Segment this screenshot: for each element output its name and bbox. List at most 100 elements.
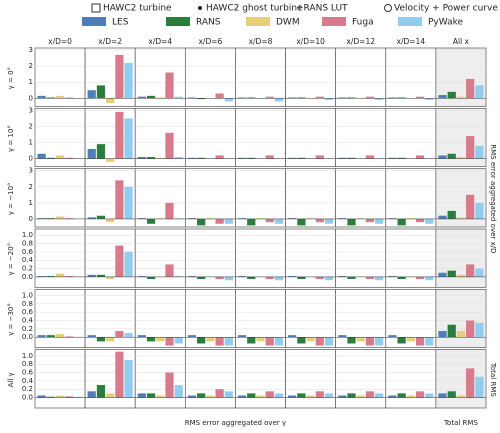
bar bbox=[297, 276, 306, 279]
bar bbox=[46, 97, 55, 99]
right-label: RMS error aggregated over x/D bbox=[489, 144, 497, 253]
bar bbox=[265, 218, 274, 223]
panel bbox=[285, 47, 337, 107]
bar bbox=[37, 153, 46, 159]
bar bbox=[456, 274, 466, 277]
bar bbox=[224, 276, 233, 281]
bar bbox=[156, 157, 165, 159]
legend-label: +RANS LUT bbox=[296, 4, 348, 14]
bar bbox=[388, 157, 397, 159]
bar bbox=[165, 132, 174, 159]
bottom-label: Total RMS bbox=[443, 419, 478, 427]
bar bbox=[297, 337, 306, 344]
row-label: All γ bbox=[7, 372, 15, 387]
y-tick-label: 1.0 bbox=[22, 231, 33, 239]
column-title: x/D=10 bbox=[296, 37, 325, 46]
legend-swatch bbox=[246, 17, 270, 26]
y-tick-label: 2 bbox=[29, 183, 33, 191]
legend-label: HAWC2 turbine bbox=[103, 4, 172, 14]
bar bbox=[475, 322, 484, 338]
bar bbox=[96, 144, 106, 159]
y-tick-label: 0.6 bbox=[22, 248, 34, 256]
bar bbox=[137, 96, 146, 99]
bar bbox=[137, 276, 146, 277]
panel bbox=[34, 349, 86, 409]
bar bbox=[247, 218, 256, 226]
bar bbox=[224, 391, 233, 398]
bar bbox=[415, 276, 425, 279]
bar bbox=[197, 157, 206, 159]
bar bbox=[306, 218, 315, 219]
bar bbox=[65, 276, 74, 277]
y-tick-label: 0.0 bbox=[22, 333, 33, 341]
bar bbox=[137, 393, 146, 398]
bar bbox=[347, 337, 356, 344]
bar bbox=[146, 95, 156, 99]
legend-swatch bbox=[166, 17, 190, 26]
bar bbox=[156, 218, 165, 219]
bar bbox=[406, 337, 415, 342]
y-tick-label: 3 bbox=[29, 106, 33, 114]
bar bbox=[365, 276, 375, 279]
y-tick-label: 0.6 bbox=[22, 308, 34, 316]
bar bbox=[137, 218, 146, 219]
bar bbox=[425, 276, 434, 281]
panel bbox=[184, 168, 236, 228]
panel bbox=[235, 47, 286, 107]
row-label: γ = 10° bbox=[7, 125, 15, 152]
bar bbox=[137, 157, 146, 159]
bar bbox=[165, 264, 174, 277]
bar bbox=[215, 218, 224, 224]
bar bbox=[388, 335, 397, 338]
legend-label: Velocity + Power curve bbox=[394, 4, 498, 14]
bar bbox=[375, 337, 384, 346]
bar bbox=[247, 276, 256, 279]
bar bbox=[187, 335, 197, 338]
bar bbox=[87, 391, 96, 398]
panel bbox=[184, 107, 236, 168]
bar bbox=[438, 393, 447, 398]
bar bbox=[115, 245, 124, 277]
bar bbox=[197, 98, 206, 100]
legend-symbol bbox=[384, 4, 392, 12]
bar bbox=[87, 90, 96, 99]
bar bbox=[375, 218, 384, 224]
bar bbox=[375, 98, 384, 100]
bar bbox=[197, 276, 206, 279]
bar bbox=[466, 78, 475, 99]
bar bbox=[375, 393, 384, 398]
bar bbox=[265, 337, 274, 346]
bar bbox=[247, 157, 256, 159]
bar bbox=[475, 202, 484, 219]
bar bbox=[146, 337, 156, 342]
y-tick-label: 2 bbox=[29, 122, 33, 130]
bar bbox=[365, 155, 375, 159]
panel bbox=[285, 168, 337, 228]
row-label: γ = 0° bbox=[7, 67, 15, 89]
y-tick-label: 0 bbox=[29, 215, 33, 223]
bar bbox=[365, 337, 375, 346]
bar bbox=[106, 158, 115, 162]
y-tick-label: 3 bbox=[29, 167, 33, 175]
bar bbox=[324, 276, 334, 281]
bar bbox=[115, 54, 124, 99]
y-tick-label: 0.8 bbox=[22, 360, 33, 368]
bar bbox=[315, 218, 324, 223]
bar bbox=[356, 337, 365, 342]
bar bbox=[415, 96, 425, 99]
bar bbox=[324, 218, 334, 224]
bar bbox=[247, 393, 256, 398]
bar bbox=[187, 276, 197, 277]
bar bbox=[347, 218, 356, 226]
bar bbox=[315, 276, 324, 279]
y-tick-label: 0.8 bbox=[22, 300, 33, 308]
bar bbox=[447, 391, 456, 398]
bar bbox=[215, 337, 224, 346]
bar bbox=[174, 385, 183, 398]
legend-label: HAWC2 ghost turbine bbox=[206, 4, 303, 14]
row-label: γ = −30° bbox=[7, 303, 15, 336]
bar bbox=[74, 396, 83, 398]
bar bbox=[65, 336, 74, 338]
bar bbox=[265, 96, 274, 99]
